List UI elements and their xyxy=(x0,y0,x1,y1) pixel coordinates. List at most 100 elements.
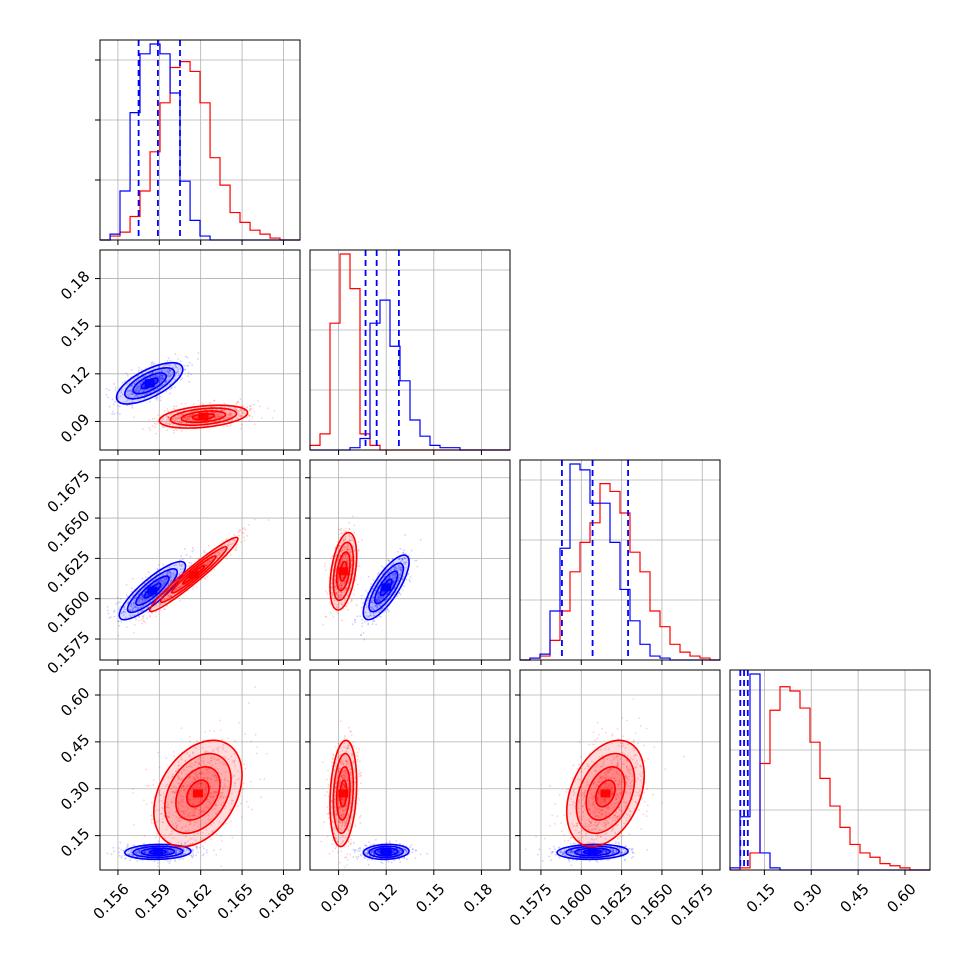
scatter-point xyxy=(200,579,203,582)
scatter-point xyxy=(234,406,237,409)
scatter-point xyxy=(132,607,135,610)
scatter-point xyxy=(337,579,340,582)
scatter-point xyxy=(177,357,179,360)
scatter-point xyxy=(346,560,348,563)
scatter-point xyxy=(165,576,167,579)
scatter-point xyxy=(158,581,161,583)
scatter-point xyxy=(167,371,169,373)
scatter-point xyxy=(208,544,210,547)
scatter-point xyxy=(179,360,182,363)
scatter-point xyxy=(170,386,173,389)
scatter-point xyxy=(378,615,380,618)
scatter-point xyxy=(381,591,384,594)
scatter-point xyxy=(334,591,337,594)
scatter-point xyxy=(399,572,402,575)
scatter-point xyxy=(343,546,346,549)
scatter-point xyxy=(143,598,146,601)
scatter-point xyxy=(397,579,399,582)
scatter-point xyxy=(135,390,138,392)
scatter-point xyxy=(351,623,354,626)
scatter-point xyxy=(246,534,248,537)
scatter-point xyxy=(177,416,179,419)
scatter-point xyxy=(140,610,143,613)
scatter-point xyxy=(165,580,167,583)
scatter-point xyxy=(402,549,405,552)
scatter-point xyxy=(141,622,143,625)
scatter-point xyxy=(206,562,209,565)
contour-panel xyxy=(305,459,511,665)
scatter-point xyxy=(165,572,168,574)
scatter-point xyxy=(112,611,115,613)
scatter-point xyxy=(126,389,129,392)
scatter-point xyxy=(340,587,343,590)
blue-histogram-step xyxy=(520,463,720,661)
scatter-point xyxy=(347,582,350,585)
scatter-point xyxy=(158,366,160,369)
scatter-point xyxy=(165,379,168,382)
scatter-point xyxy=(134,396,136,399)
scatter-point xyxy=(351,515,354,518)
scatter-point xyxy=(393,568,396,571)
scatter-point xyxy=(166,419,168,421)
scatter-point xyxy=(243,412,246,415)
scatter-point xyxy=(228,414,231,417)
scatter-point xyxy=(141,594,144,597)
scatter-point xyxy=(176,417,179,420)
scatter-point xyxy=(246,406,249,409)
scatter-point xyxy=(130,392,133,395)
scatter-point xyxy=(361,622,364,625)
scatter-point xyxy=(401,558,404,561)
scatter-point xyxy=(138,600,141,603)
scatter-point xyxy=(339,596,341,599)
scatter-point xyxy=(162,563,165,566)
scatter-point xyxy=(190,562,192,565)
scatter-point xyxy=(340,542,343,545)
scatter-point xyxy=(144,621,146,624)
scatter-point xyxy=(170,578,173,581)
scatter-point xyxy=(392,577,394,580)
scatter-point xyxy=(340,595,342,598)
scatter-point xyxy=(371,596,374,599)
scatter-point xyxy=(343,581,346,584)
scatter-point xyxy=(342,577,344,579)
scatter-point xyxy=(158,579,161,582)
scatter-point xyxy=(191,413,194,416)
scatter-point xyxy=(408,555,410,557)
scatter-point xyxy=(197,352,200,354)
scatter-point xyxy=(147,606,150,609)
scatter-point xyxy=(227,548,230,551)
scatter-point xyxy=(136,860,139,862)
scatter-point xyxy=(180,429,183,432)
scatter-point xyxy=(107,612,110,615)
scatter-point xyxy=(191,413,194,416)
scatter-point xyxy=(216,554,219,557)
scatter-point xyxy=(345,530,348,533)
scatter-point xyxy=(129,609,132,611)
scatter-point xyxy=(235,548,238,551)
contour-line xyxy=(118,560,187,621)
scatter-point xyxy=(163,426,166,429)
scatter-point xyxy=(120,856,123,859)
scatter-point xyxy=(159,603,162,606)
scatter-point xyxy=(249,407,252,410)
scatter-point xyxy=(226,425,229,428)
scatter-point xyxy=(350,598,353,601)
scatter-point xyxy=(348,528,351,530)
scatter-point xyxy=(345,553,348,556)
scatter-point xyxy=(222,425,225,428)
scatter-point xyxy=(179,425,182,427)
scatter-point xyxy=(197,357,199,360)
scatter-point xyxy=(371,600,373,603)
scatter-point xyxy=(392,581,395,583)
scatter-point xyxy=(167,418,169,420)
scatter-point xyxy=(159,374,162,377)
scatter-point xyxy=(138,391,141,394)
scatter-point xyxy=(340,527,343,530)
scatter-point xyxy=(152,390,155,393)
scatter-point xyxy=(153,422,156,425)
scatter-point xyxy=(161,599,164,602)
scatter-point xyxy=(237,401,240,403)
scatter-point xyxy=(368,575,370,578)
scatter-point xyxy=(372,612,375,614)
panel-content xyxy=(106,518,270,637)
